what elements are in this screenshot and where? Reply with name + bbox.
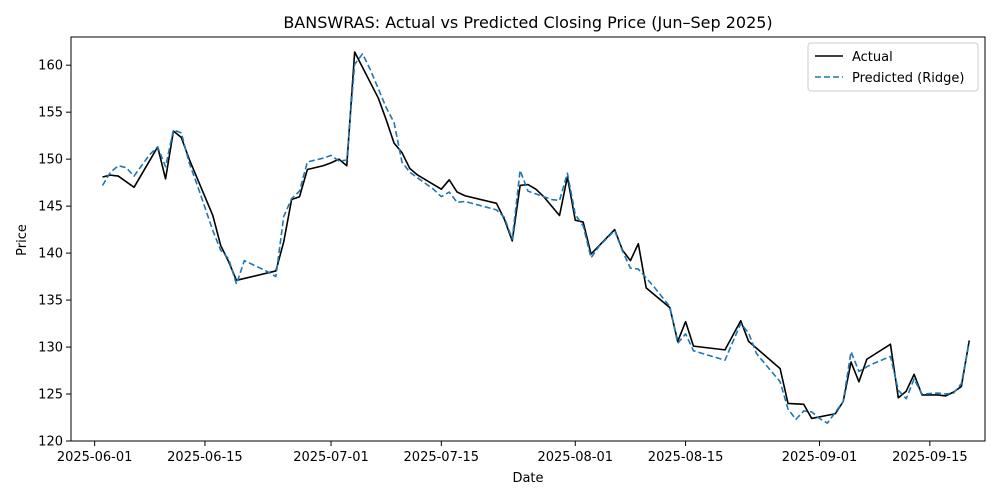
x-tick-label: 2025-07-01 bbox=[293, 450, 369, 465]
y-axis: 120 125 130 135 140 145 150 155 160 bbox=[38, 59, 71, 450]
series-line-actual bbox=[102, 51, 971, 420]
y-tick-label: 150 bbox=[38, 153, 63, 168]
x-tick-label: 2025-06-15 bbox=[167, 450, 243, 465]
x-tick-label: 2025-07-15 bbox=[404, 450, 480, 465]
y-tick-label: 155 bbox=[38, 106, 63, 121]
series-layer bbox=[101, 51, 971, 424]
y-tick-label: 140 bbox=[38, 247, 63, 262]
x-tick-label: 2025-08-15 bbox=[648, 450, 724, 465]
y-axis-title: Price bbox=[15, 224, 30, 256]
x-axis-title: Date bbox=[512, 471, 543, 486]
y-tick-label: 125 bbox=[38, 388, 63, 403]
series-line-predicted bbox=[101, 53, 971, 424]
x-axis: 2025-06-01 2025-06-15 2025-07-01 2025-07-15… bbox=[57, 441, 968, 465]
chart-title: BANSWRAS: Actual vs Predicted Closing Pr… bbox=[283, 13, 772, 32]
legend-label-actual: Actual bbox=[852, 50, 893, 65]
legend-box bbox=[807, 42, 979, 92]
x-tick-label: 2025-09-01 bbox=[782, 450, 858, 465]
legend: Actual Predicted (Ridge) bbox=[807, 42, 979, 92]
plot-area bbox=[70, 36, 986, 442]
x-tick-label: 2025-09-15 bbox=[892, 450, 968, 465]
y-tick-label: 130 bbox=[38, 341, 63, 356]
legend-label-predicted: Predicted (Ridge) bbox=[852, 71, 964, 86]
x-tick-label: 2025-08-01 bbox=[537, 450, 613, 465]
y-tick-label: 135 bbox=[38, 294, 63, 309]
y-tick-label: 145 bbox=[38, 200, 63, 215]
x-tick-label: 2025-06-01 bbox=[57, 450, 133, 465]
y-tick-label: 160 bbox=[38, 59, 63, 74]
y-tick-label: 120 bbox=[38, 435, 63, 450]
